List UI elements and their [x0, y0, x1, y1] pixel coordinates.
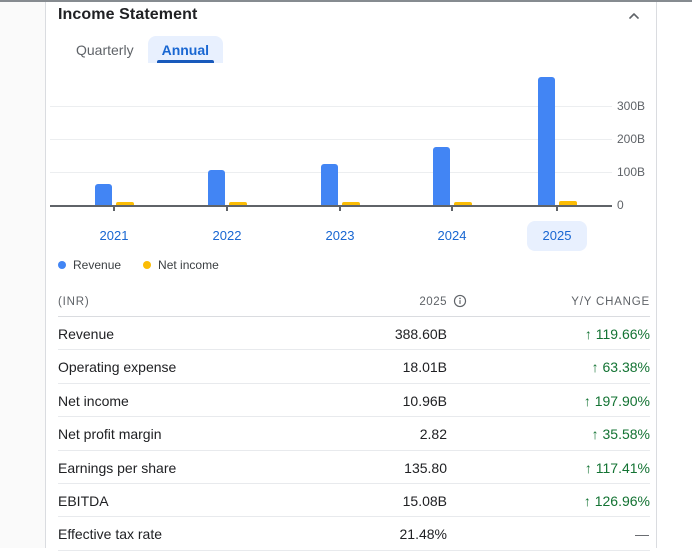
- page-title: Income Statement: [58, 6, 198, 23]
- x-axis-tick-2025: [556, 207, 558, 211]
- net-income-bar-2025: [559, 201, 577, 205]
- legend-dot-icon: [143, 261, 152, 269]
- change-header: Y/Y CHANGE: [571, 296, 650, 308]
- chart-legend: Revenue Net income: [58, 258, 241, 272]
- year-label-2023[interactable]: 2023: [310, 221, 370, 251]
- left-gutter: [0, 2, 46, 548]
- table-row: Effective tax rate 21.48% —: [58, 517, 650, 551]
- net-income-bar-2024: [454, 202, 472, 205]
- legend-label: Revenue: [73, 258, 122, 272]
- metric-change: ↑ 117.41%: [584, 459, 650, 476]
- x-axis-tick-2023: [339, 207, 341, 211]
- metric-change: ↑ 197.90%: [583, 392, 650, 409]
- y-axis-label-300B: 300B: [617, 99, 646, 113]
- tab-quarterly[interactable]: Quarterly: [62, 36, 148, 63]
- y-axis-label-200B: 200B: [617, 132, 646, 146]
- metric-label: Effective tax rate: [58, 526, 163, 543]
- x-axis-line: [50, 205, 612, 207]
- metric-change: ↑ 63.38%: [591, 359, 650, 376]
- legend-item-net-income: Net income: [143, 258, 219, 272]
- metric-value: 10.96B: [402, 392, 447, 409]
- collapse-section-button[interactable]: [622, 4, 646, 28]
- year-label-2021[interactable]: 2021: [84, 221, 144, 251]
- y-axis-label-0: 0: [617, 198, 624, 212]
- income-statement-table: (INR) 2025 Y/Y CHANGE Revenue 388.60B ↑ …: [58, 290, 650, 551]
- legend-item-revenue: Revenue: [58, 258, 121, 272]
- y-axis-label-100B: 100B: [617, 165, 646, 179]
- gridline-200B: [50, 139, 612, 140]
- net-income-bar-2021: [116, 202, 134, 205]
- panel-right-divider: [656, 2, 657, 548]
- metric-value: 18.01B: [402, 359, 447, 376]
- metric-label: Net profit margin: [58, 426, 162, 443]
- table-row: EBITDA 15.08B ↑ 126.96%: [58, 484, 650, 518]
- currency-header: (INR): [58, 296, 90, 308]
- tab-annual[interactable]: Annual: [147, 36, 224, 63]
- panel-top-divider: [0, 0, 692, 2]
- gridline-300B: [50, 106, 612, 107]
- table-row: Net profit margin 2.82 ↑ 35.58%: [58, 417, 650, 451]
- legend-label: Net income: [158, 258, 219, 272]
- metric-value: 135.80: [404, 459, 447, 476]
- year-label-2022[interactable]: 2022: [197, 221, 257, 251]
- revenue-bar-2024: [433, 146, 450, 205]
- revenue-bar-2023: [321, 164, 338, 205]
- year-label-2024[interactable]: 2024: [422, 221, 482, 251]
- period-tabs: Quarterly Annual: [62, 36, 224, 63]
- x-axis-tick-2021: [113, 207, 115, 211]
- revenue-bar-2021: [95, 183, 112, 205]
- metric-value: 2.82: [419, 426, 447, 443]
- table-header-row: (INR) 2025 Y/Y CHANGE: [58, 290, 650, 317]
- legend-dot-icon: [58, 261, 66, 269]
- metric-value: 21.48%: [399, 526, 447, 543]
- x-axis-tick-2022: [226, 207, 228, 211]
- year-label-2025[interactable]: 2025: [527, 221, 587, 251]
- gridline-100B: [50, 172, 612, 173]
- table-row: Operating expense 18.01B ↑ 63.38%: [58, 350, 650, 384]
- metric-change: ↑ 35.58%: [591, 426, 650, 443]
- metric-value: 388.60B: [394, 326, 447, 342]
- metric-label: Revenue: [58, 326, 115, 342]
- metric-change: ↑ 119.66%: [584, 326, 650, 342]
- chevron-up-icon: [629, 13, 639, 19]
- info-icon: [453, 294, 467, 308]
- metric-label: Operating expense: [58, 359, 177, 376]
- info-button[interactable]: [453, 294, 467, 308]
- x-axis-tick-2024: [451, 207, 453, 211]
- table-row: Net income 10.96B ↑ 197.90%: [58, 384, 650, 418]
- revenue-bar-2025: [538, 76, 555, 205]
- net-income-bar-2022: [229, 202, 247, 205]
- metric-label: Net income: [58, 392, 129, 409]
- metric-label: Earnings per share: [58, 459, 177, 476]
- net-income-bar-2023: [342, 202, 360, 205]
- period-header: 2025: [419, 296, 447, 308]
- metric-change: ↑ 126.96%: [583, 492, 650, 509]
- revenue-bar-2022: [208, 170, 225, 205]
- metric-change: —: [635, 526, 650, 543]
- table-row: Revenue 388.60B ↑ 119.66%: [58, 317, 650, 351]
- metric-value: 15.08B: [402, 492, 447, 509]
- table-row: Earnings per share 135.80 ↑ 117.41%: [58, 451, 650, 484]
- metric-label: EBITDA: [58, 492, 109, 509]
